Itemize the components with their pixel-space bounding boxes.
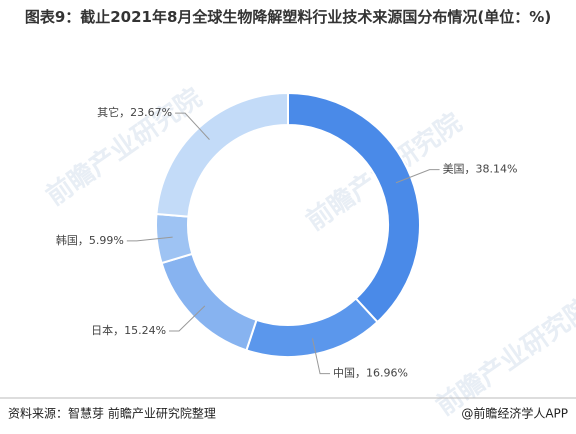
watermark: 前瞻产业研究院 <box>431 292 576 422</box>
donut-segment <box>160 252 258 352</box>
data-label: 韩国，5.99% <box>56 233 124 247</box>
chart-title: 图表9：截止2021年8月全球生物降解塑料行业技术来源国分布情况(单位：%) <box>24 8 552 26</box>
donut-segment <box>155 91 289 218</box>
leader-line <box>311 338 331 375</box>
donut-segment <box>287 91 421 324</box>
leader-line <box>169 305 206 332</box>
leader-line <box>126 236 173 242</box>
data-label: 美国，38.14% <box>443 163 518 176</box>
leader-line <box>175 112 210 140</box>
data-label: 其它，23.67% <box>97 105 172 119</box>
data-label: 中国，16.96% <box>333 367 408 380</box>
credit: @前瞻经济学人APP <box>461 406 568 421</box>
source: 资料来源：智慧芽 前瞻产业研究院整理 <box>8 406 216 421</box>
donut-segment <box>245 297 379 358</box>
leader-line <box>395 169 440 184</box>
data-label: 日本，15.24% <box>91 323 166 337</box>
